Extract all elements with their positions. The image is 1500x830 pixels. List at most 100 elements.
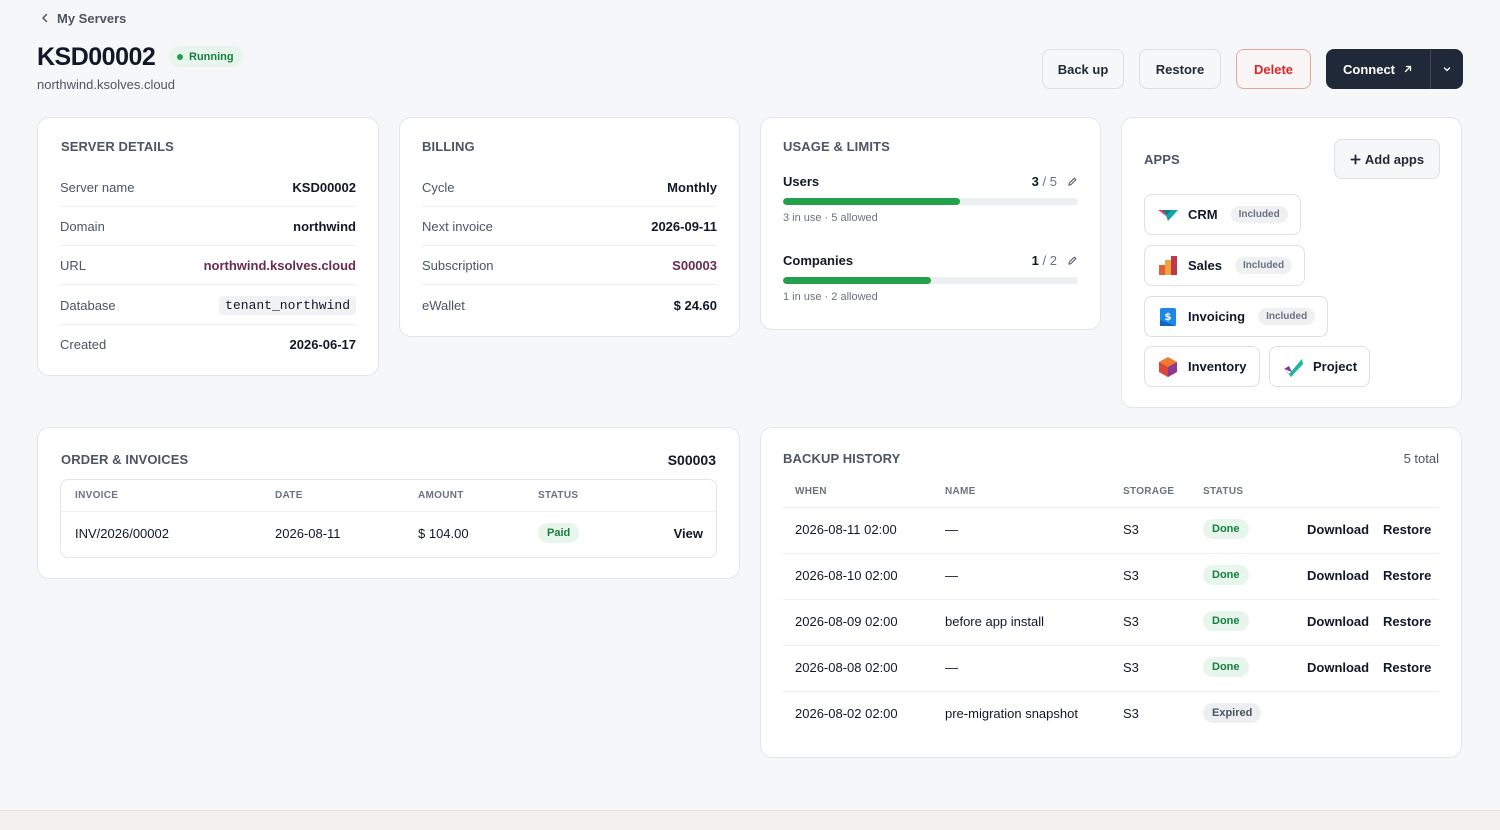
usage-count: 1 / 2 [1032,253,1078,268]
detail-label: Created [60,337,107,352]
app-name: Invoicing [1188,309,1246,324]
app-name: Project [1313,359,1358,374]
crm-app-icon [1158,209,1178,221]
backup-storage: S3 [1123,522,1139,537]
detail-row-server-name: Server name KSD00002 [60,168,356,207]
backup-when: 2026-08-09 02:00 [795,614,898,629]
sales-app-icon [1159,255,1177,275]
backup-storage: S3 [1123,568,1139,583]
detail-value: 2026-06-17 [289,337,357,352]
included-badge: Included [1230,206,1288,223]
billing-value: Monthly [667,179,717,195]
usage-used: 1 [1031,252,1039,268]
backup-when: 2026-08-02 02:00 [795,706,898,721]
status-badge: Done [1203,565,1249,585]
backup-button[interactable]: Back up [1042,49,1124,89]
backup-name: pre-migration snapshot [945,706,1078,721]
usage-used: 3 [1031,173,1039,189]
app-sales[interactable]: Sales Included [1144,245,1306,286]
restore-backup-button[interactable]: Restore [1383,522,1432,537]
table-row: 2026-08-08 02:00 — S3 Done Download Rest… [783,646,1439,692]
billing-value: 2026-09-11 [651,218,717,234]
app-name: CRM [1188,207,1218,222]
delete-button[interactable]: Delete [1236,49,1311,89]
detail-label: URL [60,257,87,273]
restore-button[interactable]: Restore [1139,49,1221,89]
table-row: INV/2026/00002 2026-08-11 $ 104.00 Paid … [61,512,716,557]
app-crm[interactable]: CRM Included [1144,194,1301,235]
restore-backup-button[interactable]: Restore [1383,660,1432,675]
column-header: WHEN [795,486,827,497]
backup-when: 2026-08-11 02:00 [795,522,897,537]
restore-backup-button[interactable]: Restore [1383,614,1432,629]
usage-progress-fill [783,198,960,205]
download-button[interactable]: Download [1307,568,1370,583]
add-apps-label: Add apps [1364,151,1425,167]
backup-history-card: BACKUP HISTORY 5 total WHEN NAME STORAGE… [760,427,1462,758]
app-inventory[interactable]: Inventory [1144,346,1260,387]
download-button[interactable]: Download [1307,660,1370,675]
url-link[interactable]: northwind.ksolves.cloud [203,257,356,273]
view-invoice-link[interactable]: View [673,526,703,541]
invoices-header-row: INVOICE DATE AMOUNT STATUS [61,480,716,512]
card-title: SERVER DETAILS [61,139,174,154]
status-dot-icon [177,53,183,60]
status-badge: Done [1203,519,1249,539]
usage-limits-card: USAGE & LIMITS Users 3 / 5 3 in use · 5 … [760,117,1101,330]
server-details-card: SERVER DETAILS Server name KSD00002 Doma… [37,117,379,376]
status-badge: Running [169,46,243,67]
database-name-code: tenant_northwind [219,295,356,315]
card-title: USAGE & LIMITS [783,139,890,154]
column-header: STATUS [1203,486,1244,497]
usage-limit: / 5 [1042,173,1057,189]
usage-note: 1 in use · 2 allowed [783,291,878,303]
connect-button[interactable]: Connect [1326,49,1430,89]
included-badge: Included [1258,308,1316,325]
table-row: 2026-08-02 02:00 pre-migration snapshot … [783,692,1439,738]
inventory-app-icon [1159,356,1177,377]
billing-value: $ 24.60 [673,298,717,313]
app-name: Inventory [1188,359,1247,374]
included-badge: Included [1234,257,1293,274]
download-button[interactable]: Download [1307,522,1370,537]
download-button[interactable]: Download [1307,614,1370,629]
svg-text:$: $ [1165,312,1172,323]
column-header: AMOUNT [418,490,464,501]
table-row: 2026-08-10 02:00 — S3 Done Download Rest… [783,554,1439,600]
add-apps-button[interactable]: Add apps [1334,139,1440,179]
backup-name: — [945,660,958,675]
column-header: NAME [945,486,976,497]
backup-when: 2026-08-08 02:00 [795,660,898,675]
card-title: APPS [1144,152,1180,167]
backup-total: 5 total [1403,451,1439,466]
project-app-icon [1284,358,1303,377]
card-title: BACKUP HISTORY [783,451,901,466]
pencil-edit-icon[interactable] [1067,255,1078,266]
column-header: STORAGE [1123,486,1175,497]
billing-label: Subscription [422,257,494,273]
card-title: BILLING [422,139,475,154]
column-header: DATE [275,490,303,501]
invoice-number: INV/2026/00002 [75,526,169,541]
usage-count: 3 / 5 [1032,174,1078,189]
usage-label: Users [783,173,820,189]
status-text: Running [189,50,234,63]
order-reference: S00003 [667,452,716,468]
server-url-subtitle: northwind.ksolves.cloud [37,77,176,92]
detail-row-database: Database tenant_northwind [60,286,356,325]
backup-storage: S3 [1123,660,1139,675]
app-invoicing[interactable]: $ Invoicing Included [1144,296,1329,337]
backup-header-row: WHEN NAME STORAGE STATUS [783,478,1439,508]
connect-options-dropdown[interactable] [1430,49,1463,89]
back-to-my-servers-link[interactable]: My Servers [40,10,126,26]
billing-label: Cycle [422,179,455,195]
restore-backup-button[interactable]: Restore [1383,568,1432,583]
billing-label: eWallet [422,298,465,313]
chevron-left-icon [42,13,48,23]
app-project[interactable]: Project [1269,346,1371,387]
subscription-link[interactable]: S00003 [672,257,717,273]
detail-row-created: Created 2026-06-17 [60,325,356,364]
detail-value: northwind [293,218,356,234]
pencil-edit-icon[interactable] [1067,176,1078,187]
detail-row-domain: Domain northwind [60,207,356,246]
